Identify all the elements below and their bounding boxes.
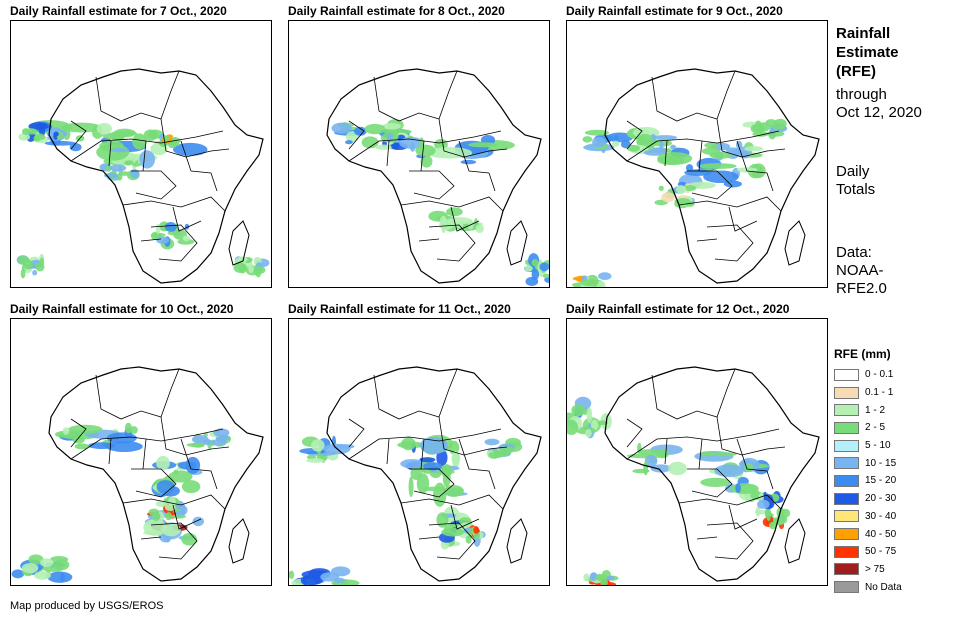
legend-swatch	[834, 563, 859, 576]
rainfall-map	[566, 20, 828, 288]
sidebar-title-1: Rainfall	[836, 25, 891, 42]
legend-swatch	[834, 439, 859, 452]
legend-label: 0 - 0.1	[865, 369, 894, 381]
panel-title: Daily Rainfall estimate for 9 Oct., 2020	[566, 4, 783, 18]
legend-swatch	[834, 474, 859, 487]
legend-label: > 75	[865, 563, 885, 575]
legend-item: > 75	[834, 561, 902, 579]
legend-swatch	[834, 545, 859, 558]
panel-title: Daily Rainfall estimate for 12 Oct., 202…	[566, 302, 790, 316]
legend-swatch	[834, 528, 859, 541]
legend-swatch	[834, 492, 859, 505]
legend-swatch	[834, 457, 859, 470]
legend-item: 5 - 10	[834, 437, 902, 455]
panel-title: Daily Rainfall estimate for 8 Oct., 2020	[288, 4, 505, 18]
panel-title: Daily Rainfall estimate for 10 Oct., 202…	[10, 302, 234, 316]
legend-item: 30 - 40	[834, 508, 902, 526]
legend-item: 40 - 50	[834, 525, 902, 543]
rainfall-map	[566, 318, 828, 586]
legend-swatch	[834, 581, 859, 594]
legend-label: 5 - 10	[865, 440, 891, 452]
legend-item: 0.1 - 1	[834, 384, 902, 402]
panel-title: Daily Rainfall estimate for 7 Oct., 2020	[10, 4, 227, 18]
legend-item: 20 - 30	[834, 490, 902, 508]
rfe-legend: RFE (mm) 0 - 0.1 0.1 - 1 1 - 2 2 - 5 5 - 10 1…	[834, 347, 902, 596]
legend-item: No Data	[834, 578, 902, 596]
sidebar-title-3: (RFE)	[836, 63, 876, 80]
sidebar-daily: Daily	[836, 163, 870, 180]
legend-item: 0 - 0.1	[834, 366, 902, 384]
legend-label: No Data	[865, 581, 902, 593]
legend-swatch	[834, 386, 859, 399]
rainfall-map	[288, 20, 550, 288]
rainfall-map	[10, 20, 272, 288]
legend-label: 10 - 15	[865, 457, 897, 469]
legend-label: 40 - 50	[865, 528, 897, 540]
legend-item: 15 - 20	[834, 472, 902, 490]
legend-swatch	[834, 404, 859, 417]
sidebar-through: through	[836, 86, 887, 103]
rainfall-map	[10, 318, 272, 586]
legend-item: 2 - 5	[834, 419, 902, 437]
legend-swatch	[834, 368, 859, 381]
sidebar-data-label: Data:	[836, 244, 872, 261]
legend-label: 1 - 2	[865, 404, 886, 416]
legend-title: RFE (mm)	[834, 347, 891, 361]
sidebar-date: Oct 12, 2020	[836, 104, 922, 121]
legend-swatch	[834, 510, 859, 523]
legend-item: 50 - 75	[834, 543, 902, 561]
map-credit: Map produced by USGS/EROS	[10, 600, 164, 612]
panel-title: Daily Rainfall estimate for 11 Oct., 202…	[288, 302, 511, 316]
sidebar-title-2: Estimate	[836, 44, 899, 61]
legend-label: 15 - 20	[865, 475, 897, 487]
legend-item: 1 - 2	[834, 401, 902, 419]
legend-label: 20 - 30	[865, 493, 897, 505]
sidebar-data-source-1: NOAA-	[836, 262, 884, 279]
sidebar-totals: Totals	[836, 181, 876, 198]
legend-item: 10 - 15	[834, 454, 902, 472]
legend-label: 30 - 40	[865, 510, 897, 522]
legend-label: 0.1 - 1	[865, 387, 894, 399]
rainfall-map	[288, 318, 550, 586]
legend-swatch	[834, 421, 859, 434]
legend-label: 2 - 5	[865, 422, 886, 434]
legend-label: 50 - 75	[865, 546, 897, 558]
sidebar-data-source-2: RFE2.0	[836, 280, 887, 297]
